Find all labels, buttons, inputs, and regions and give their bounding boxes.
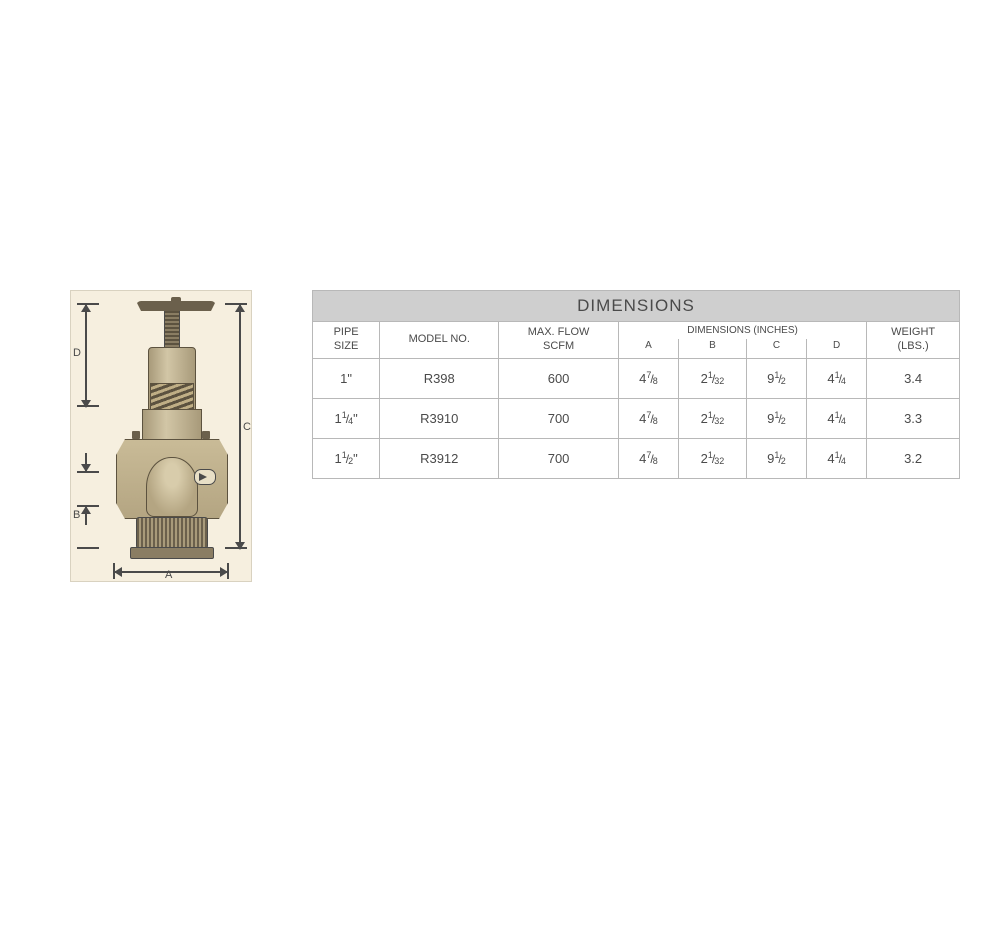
dimension-line-b [85, 453, 87, 471]
col-pipe-size: PIPESIZE [313, 322, 380, 359]
col-group-dimensions: DIMENSIONS (INCHES) [618, 322, 866, 339]
regulator-shape [116, 301, 226, 561]
dimension-label-c: C [243, 421, 251, 433]
cell-dim-c: 91/2 [746, 358, 806, 398]
dimensions-table: DIMENSIONS PIPESIZE MODEL NO. MAX. FLOWS… [312, 290, 960, 479]
col-dim-d: D [807, 339, 867, 358]
col-max-flow: MAX. FLOWSCFM [499, 322, 619, 359]
dimension-label-b: B [73, 509, 80, 521]
cell-dim-c: 91/2 [746, 398, 806, 438]
cell-model-no: R3912 [380, 438, 499, 478]
cell-max-flow: 600 [499, 358, 619, 398]
cell-dim-b: 21/32 [679, 358, 747, 398]
table-row: 11/2"R391270047/821/3291/241/43.2 [313, 438, 960, 478]
cell-weight: 3.4 [867, 358, 960, 398]
cell-dim-a: 47/8 [618, 438, 678, 478]
cell-dim-a: 47/8 [618, 398, 678, 438]
cell-pipe-size: 1" [313, 358, 380, 398]
cell-model-no: R398 [380, 358, 499, 398]
cell-dim-a: 47/8 [618, 358, 678, 398]
cell-pipe-size: 11/4" [313, 398, 380, 438]
cell-max-flow: 700 [499, 438, 619, 478]
col-weight: WEIGHT(LBS.) [867, 322, 960, 359]
content-row: D C B A DIMENSIONS PIPESI [70, 290, 960, 582]
table-body: 1"R39860047/821/3291/241/43.411/4"R39107… [313, 358, 960, 478]
col-dim-b: B [679, 339, 747, 358]
cell-dim-c: 91/2 [746, 438, 806, 478]
cell-dim-b: 21/32 [679, 398, 747, 438]
col-dim-c: C [746, 339, 806, 358]
regulator-diagram: D C B A [70, 290, 252, 582]
cell-dim-b: 21/32 [679, 438, 747, 478]
cell-pipe-size: 11/2" [313, 438, 380, 478]
table-title: DIMENSIONS [313, 291, 960, 322]
cell-dim-d: 41/4 [807, 358, 867, 398]
cell-weight: 3.2 [867, 438, 960, 478]
dimension-line-c [239, 305, 241, 549]
dimension-label-d: D [73, 347, 81, 359]
cell-dim-d: 41/4 [807, 398, 867, 438]
dimension-line-d [85, 305, 87, 407]
col-dim-a: A [618, 339, 678, 358]
cell-dim-d: 41/4 [807, 438, 867, 478]
cell-model-no: R3910 [380, 398, 499, 438]
dimension-label-a: A [165, 569, 172, 581]
cell-max-flow: 700 [499, 398, 619, 438]
flow-arrow-icon [194, 469, 216, 485]
table-row: 11/4"R391070047/821/3291/241/43.3 [313, 398, 960, 438]
cell-weight: 3.3 [867, 398, 960, 438]
table-row: 1"R39860047/821/3291/241/43.4 [313, 358, 960, 398]
col-model-no: MODEL NO. [380, 322, 499, 359]
